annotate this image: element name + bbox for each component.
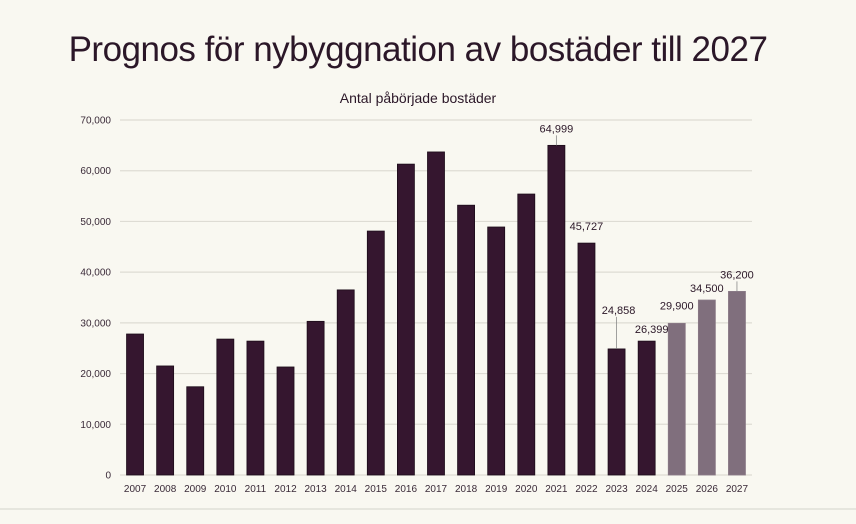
bar-2025 [667, 322, 686, 476]
bar-2020 [517, 193, 536, 476]
x-tick-label: 2015 [365, 484, 388, 495]
y-tick-label: 60,000 [80, 166, 111, 177]
bar-2024 [637, 340, 656, 476]
bar-2016 [397, 163, 415, 476]
x-tick-label: 2017 [425, 484, 448, 495]
chart-title: Prognos för nybyggnation av bostäder til… [68, 30, 768, 69]
bar-2010 [216, 338, 235, 476]
y-tick-label: 10,000 [80, 420, 111, 431]
x-tick-label: 2021 [545, 484, 568, 495]
x-tick-label: 2011 [245, 484, 267, 495]
bar-2018 [457, 204, 475, 476]
x-tick-label: 2012 [274, 484, 297, 495]
bar-2026 [697, 299, 716, 476]
x-tick-label: 2023 [605, 484, 628, 495]
y-axis: 0 10,000 20,000 30,000 40,000 50,000 60,000 70,… [80, 116, 111, 482]
x-tick-label: 2016 [395, 484, 418, 495]
bar-2019 [487, 226, 506, 476]
bar-2011 [246, 340, 265, 476]
data-label-2022: 45,727 [570, 221, 604, 233]
x-axis: 2007 2008 2009 2010 2011 2012 2013 2014 2015 2016… [124, 484, 749, 495]
data-label-2025: 29,900 [660, 300, 694, 312]
data-label-2026: 34,500 [690, 283, 724, 295]
x-tick-label: 2020 [515, 484, 538, 495]
bar-2027 [728, 291, 746, 476]
y-tick-label: 50,000 [80, 217, 111, 228]
data-label-2024: 26,399 [635, 324, 669, 336]
x-tick-label: 2008 [154, 484, 177, 495]
x-tick-label: 2024 [636, 484, 659, 495]
data-labels: 64,999 45,727 24,858 26,399 29,900 34,500 36,2… [540, 123, 754, 349]
data-label-2021: 64,999 [540, 123, 574, 135]
bottom-divider [0, 508, 856, 510]
bar-2009 [186, 386, 205, 476]
bar-2022 [577, 242, 596, 476]
bar-2023 [607, 348, 626, 476]
bar-2007 [126, 333, 144, 476]
x-tick-label: 2007 [124, 484, 147, 495]
x-tick-label: 2013 [304, 484, 327, 495]
x-tick-label: 2027 [726, 484, 749, 495]
y-tick-label: 30,000 [80, 318, 111, 329]
data-label-2023: 24,858 [602, 305, 636, 317]
y-tick-label: 40,000 [80, 268, 111, 279]
bar-2013 [306, 320, 325, 476]
bars [126, 144, 746, 476]
x-tick-label: 2010 [214, 484, 237, 495]
x-tick-label: 2019 [485, 484, 508, 495]
x-tick-label: 2022 [575, 484, 598, 495]
bar-2014 [336, 289, 355, 476]
x-tick-label: 2009 [184, 484, 207, 495]
bar-2017 [427, 151, 445, 476]
bar-2012 [276, 366, 295, 476]
bar-2015 [366, 230, 385, 476]
bar-2008 [156, 365, 175, 476]
chart-subtitle: Antal påbörjade bostäder [339, 90, 497, 106]
x-tick-label: 2025 [666, 484, 689, 495]
y-tick-label: 20,000 [80, 369, 111, 380]
y-tick-label: 0 [105, 471, 111, 482]
x-tick-label: 2014 [335, 484, 358, 495]
bar-2021 [547, 144, 566, 476]
x-tick-label: 2018 [455, 484, 478, 495]
y-tick-label: 70,000 [80, 116, 111, 127]
x-tick-label: 2026 [696, 484, 719, 495]
data-label-2027: 36,200 [720, 269, 754, 281]
